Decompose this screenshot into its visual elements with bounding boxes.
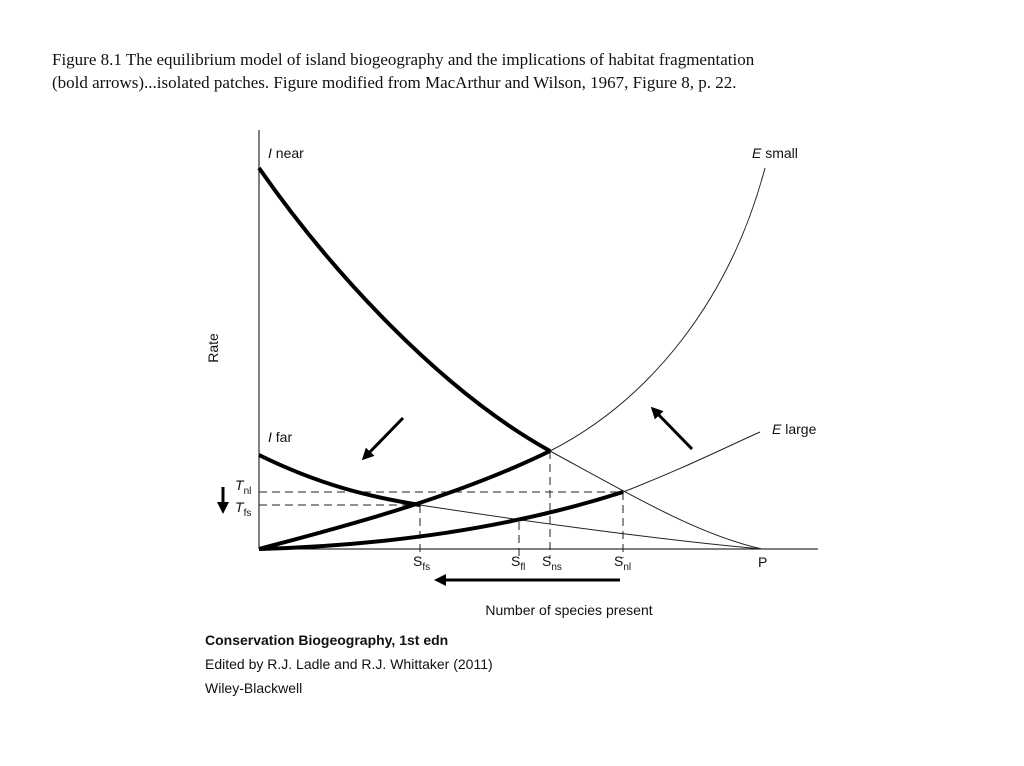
x-label: Number of species present [485, 602, 652, 618]
label-part: fl [520, 562, 525, 573]
label-part: S [542, 553, 551, 569]
label-part: T [235, 477, 245, 493]
curve-label: E large [772, 421, 817, 437]
label-part: small [765, 145, 798, 161]
label-part: far [276, 429, 293, 445]
label-part: near [276, 145, 304, 161]
rate-label: Tnl [235, 477, 251, 497]
label-part: fs [244, 508, 252, 519]
curve-label: I near [268, 145, 304, 161]
label-part: E [772, 421, 782, 437]
label-part: nl [623, 562, 631, 573]
curve-label: I far [268, 429, 292, 445]
caption: Figure 8.1 The equilibrium model of isla… [52, 50, 755, 69]
species-label: Snl [614, 553, 631, 573]
label-part: S [511, 553, 520, 569]
rate-label: Tfs [235, 499, 251, 519]
label-part: large [785, 421, 816, 437]
source-title: Conservation Biogeography, 1st edn [205, 632, 448, 648]
species-label: Sns [542, 553, 562, 573]
label-part: fs [422, 562, 430, 573]
dashed-lines [259, 451, 624, 558]
label-part: ns [551, 562, 562, 573]
label-part: S [614, 553, 623, 569]
arrows [217, 406, 694, 586]
label-part: I [268, 429, 272, 445]
species-label: P [758, 554, 767, 570]
species-label: Sfl [511, 553, 525, 573]
curves [257, 166, 766, 551]
source-editors: Edited by R.J. Ladle and R.J. Whittaker … [205, 656, 493, 672]
curve-label: E small [752, 145, 798, 161]
label-part: S [413, 553, 422, 569]
species-label: Sfs [413, 553, 430, 573]
y-label: Rate [205, 333, 221, 363]
label-part: E [752, 145, 762, 161]
caption: (bold arrows)...isolated patches. Figure… [52, 73, 737, 92]
source-publisher: Wiley-Blackwell [205, 680, 302, 696]
label-part: T [235, 499, 245, 515]
label-part: nl [244, 486, 252, 497]
label-part: I [268, 145, 272, 161]
